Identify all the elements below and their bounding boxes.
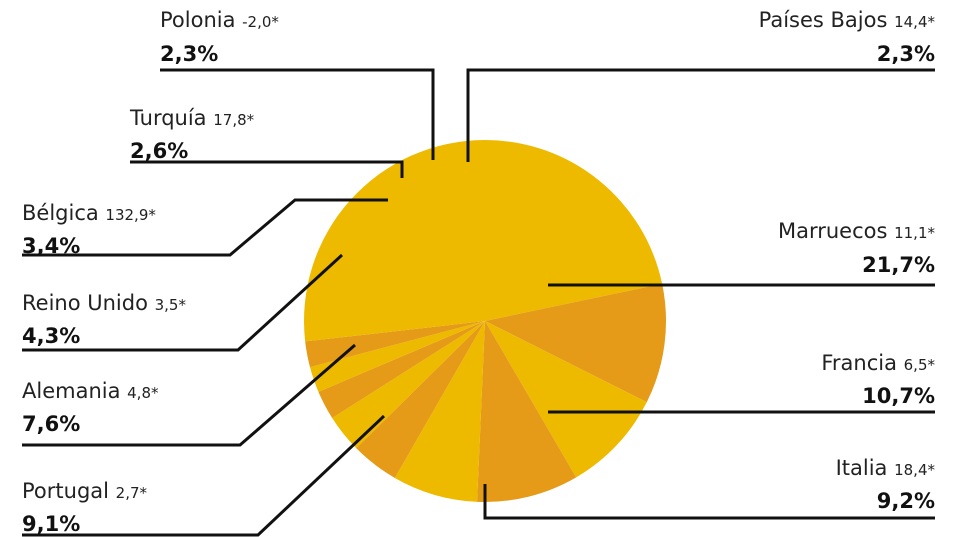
leader-line-países-bajos xyxy=(466,68,935,162)
slice-percent-francia: 10,7% xyxy=(862,384,935,408)
slice-label-portugal: Portugal 2,7* xyxy=(22,479,148,503)
slice-growth: -2,0* xyxy=(242,13,279,31)
slice-percent-países-bajos: 2,3% xyxy=(877,42,935,66)
pie-slice-italia xyxy=(485,321,647,478)
slice-growth: 18,4* xyxy=(894,461,935,479)
pie-slice-other xyxy=(304,140,485,342)
slice-name: Marruecos xyxy=(778,219,894,243)
leader-line-portugal xyxy=(22,414,386,537)
slice-name: Bélgica xyxy=(22,201,105,225)
slice-label-alemania: Alemania 4,8* xyxy=(22,379,159,403)
slice-percent-marruecos: 21,7% xyxy=(862,253,935,277)
slice-growth: 14,4* xyxy=(894,13,935,31)
slice-name: Italia xyxy=(836,456,895,480)
leader-lines xyxy=(22,68,935,537)
slice-growth: 4,8* xyxy=(127,384,159,402)
slice-percent-italia: 9,2% xyxy=(877,489,935,513)
slice-name: Polonia xyxy=(160,8,242,32)
slice-percent-reino-unido: 4,3% xyxy=(22,324,80,348)
slice-name: Portugal xyxy=(22,479,116,503)
slice-labels: Marruecos 11,1* 21,7% Francia 6,5* 10,7% Ita… xyxy=(22,8,935,536)
slice-name: Reino Unido xyxy=(22,291,155,315)
slice-percent-turquía: 2,6% xyxy=(130,139,188,163)
pie-slice-alemania xyxy=(394,321,485,502)
slice-growth: 11,1* xyxy=(894,224,935,242)
pie-slice-turquía xyxy=(318,321,485,418)
pie-slice-países-bajos xyxy=(305,321,485,368)
slice-percent-polonia: 2,3% xyxy=(160,42,218,66)
slice-label-reino-unido: Reino Unido 3,5* xyxy=(22,291,186,315)
pie-slice-marruecos xyxy=(485,140,663,321)
slice-label-bélgica: Bélgica 132,9* xyxy=(22,201,156,225)
leader-line-italia xyxy=(483,484,935,520)
slice-growth: 6,5* xyxy=(904,356,936,374)
slice-label-países-bajos: Países Bajos 14,4* xyxy=(759,8,936,32)
pie-slice-reino-unido xyxy=(356,321,485,478)
pie-slices xyxy=(304,140,666,502)
pie-slice-portugal xyxy=(477,321,577,502)
slice-name: Turquía xyxy=(129,106,213,130)
slice-name: Países Bajos xyxy=(759,8,894,32)
slice-percent-alemania: 7,6% xyxy=(22,412,80,436)
slice-label-turquía: Turquía 17,8* xyxy=(129,106,255,130)
slice-growth: 17,8* xyxy=(213,111,254,129)
leader-line-turquía xyxy=(130,160,404,178)
slice-percent-portugal: 9,1% xyxy=(22,512,80,536)
slice-name: Francia xyxy=(821,351,903,375)
slice-growth: 132,9* xyxy=(105,206,156,224)
leader-line-alemania xyxy=(22,343,356,447)
leader-line-reino-unido xyxy=(22,253,344,352)
pie-slice-francia xyxy=(485,283,666,403)
slice-growth: 2,7* xyxy=(116,484,148,502)
slice-label-polonia: Polonia -2,0* xyxy=(160,8,279,32)
pie-slice-polonia xyxy=(309,321,485,392)
slice-growth: 3,5* xyxy=(155,296,187,314)
slice-label-italia: Italia 18,4* xyxy=(836,456,936,480)
slice-label-marruecos: Marruecos 11,1* xyxy=(778,219,936,243)
pie-slice-bélgica xyxy=(332,321,485,449)
leader-line-polonia xyxy=(160,68,435,160)
slice-name: Alemania xyxy=(22,379,127,403)
slice-percent-bélgica: 3,4% xyxy=(22,234,80,258)
slice-label-francia: Francia 6,5* xyxy=(821,351,935,375)
leader-line-bélgica xyxy=(22,198,388,257)
